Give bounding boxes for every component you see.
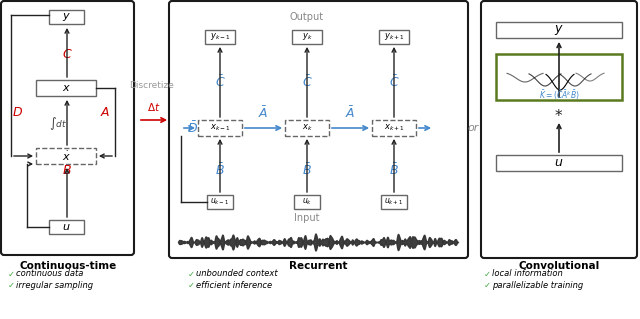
Text: $D$: $D$ bbox=[13, 106, 24, 118]
Text: $y$: $y$ bbox=[62, 11, 71, 23]
Text: $\bar{A}$: $\bar{A}$ bbox=[346, 105, 356, 121]
Text: ✓: ✓ bbox=[8, 280, 15, 290]
Bar bbox=[49, 220, 84, 234]
Bar bbox=[381, 195, 407, 209]
Text: Discretize: Discretize bbox=[129, 80, 175, 90]
Text: irregular sampling: irregular sampling bbox=[16, 280, 93, 290]
Text: parallelizable training: parallelizable training bbox=[492, 280, 583, 290]
Text: local information: local information bbox=[492, 270, 563, 278]
Bar bbox=[49, 10, 84, 24]
Text: $x_k$: $x_k$ bbox=[301, 123, 312, 133]
Text: $\bar{C}$: $\bar{C}$ bbox=[388, 74, 399, 90]
Text: $y_k$: $y_k$ bbox=[301, 32, 312, 42]
Text: Output: Output bbox=[290, 12, 324, 22]
Text: $x$: $x$ bbox=[61, 83, 70, 93]
Text: ✓: ✓ bbox=[8, 270, 15, 278]
Text: $y$: $y$ bbox=[554, 23, 564, 37]
Text: ✓: ✓ bbox=[484, 270, 491, 278]
Bar bbox=[285, 120, 329, 136]
Text: $\bar{C}$: $\bar{C}$ bbox=[214, 74, 225, 90]
Text: $\bar{B}$: $\bar{B}$ bbox=[389, 162, 399, 178]
Text: or: or bbox=[467, 123, 479, 133]
Text: $C$: $C$ bbox=[61, 48, 72, 62]
Text: efficient inference: efficient inference bbox=[196, 280, 272, 290]
Text: $\Delta t$: $\Delta t$ bbox=[147, 101, 161, 113]
Text: $\bar{B}$: $\bar{B}$ bbox=[302, 162, 312, 178]
Text: $u_{k-1}$: $u_{k-1}$ bbox=[211, 197, 230, 207]
Text: $\int dt$: $\int dt$ bbox=[49, 115, 67, 132]
Text: ✓: ✓ bbox=[188, 280, 195, 290]
Text: $\bar{B}$: $\bar{B}$ bbox=[215, 162, 225, 178]
Bar bbox=[205, 30, 235, 44]
Text: $\bar{D}$: $\bar{D}$ bbox=[188, 120, 198, 136]
Text: Convolutional: Convolutional bbox=[518, 261, 600, 271]
Bar bbox=[198, 120, 242, 136]
Text: unbounded context: unbounded context bbox=[196, 270, 278, 278]
Text: $u$: $u$ bbox=[554, 157, 564, 169]
FancyBboxPatch shape bbox=[1, 1, 134, 255]
Text: $*$: $*$ bbox=[554, 108, 564, 122]
Text: ✓: ✓ bbox=[484, 280, 491, 290]
Bar bbox=[496, 54, 622, 100]
Text: $A$: $A$ bbox=[100, 106, 110, 118]
Text: ✓: ✓ bbox=[188, 270, 195, 278]
Bar bbox=[294, 195, 320, 209]
Bar bbox=[372, 120, 416, 136]
Text: Recurrent: Recurrent bbox=[289, 261, 348, 271]
Text: $\bar{C}$: $\bar{C}$ bbox=[301, 74, 312, 90]
Text: $u_{k+1}$: $u_{k+1}$ bbox=[385, 197, 404, 207]
Text: $y_{k-1}$: $y_{k-1}$ bbox=[209, 32, 230, 42]
Text: Continuous-time: Continuous-time bbox=[19, 261, 116, 271]
Text: Input: Input bbox=[294, 213, 320, 223]
Text: $\bar{A}$: $\bar{A}$ bbox=[259, 105, 269, 121]
Bar bbox=[496, 155, 622, 171]
Bar bbox=[496, 22, 622, 38]
Text: $B$: $B$ bbox=[62, 164, 72, 176]
Bar bbox=[36, 148, 96, 164]
Bar bbox=[292, 30, 322, 44]
Text: $x_{k-1}$: $x_{k-1}$ bbox=[209, 123, 230, 133]
Text: $y_{k+1}$: $y_{k+1}$ bbox=[383, 32, 404, 42]
Text: $\bar{K}=(\bar{C}\bar{A}^k\bar{B})$: $\bar{K}=(\bar{C}\bar{A}^k\bar{B})$ bbox=[539, 88, 579, 102]
Text: $u_k$: $u_k$ bbox=[302, 197, 312, 207]
Bar bbox=[379, 30, 409, 44]
FancyBboxPatch shape bbox=[481, 1, 637, 258]
Text: $u$: $u$ bbox=[62, 222, 71, 232]
Text: $x_{k+1}$: $x_{k+1}$ bbox=[383, 123, 404, 133]
Text: $\dot{x}$: $\dot{x}$ bbox=[61, 149, 70, 163]
Text: continuous data: continuous data bbox=[16, 270, 83, 278]
FancyBboxPatch shape bbox=[169, 1, 468, 258]
Bar bbox=[36, 80, 96, 96]
Bar bbox=[207, 195, 233, 209]
